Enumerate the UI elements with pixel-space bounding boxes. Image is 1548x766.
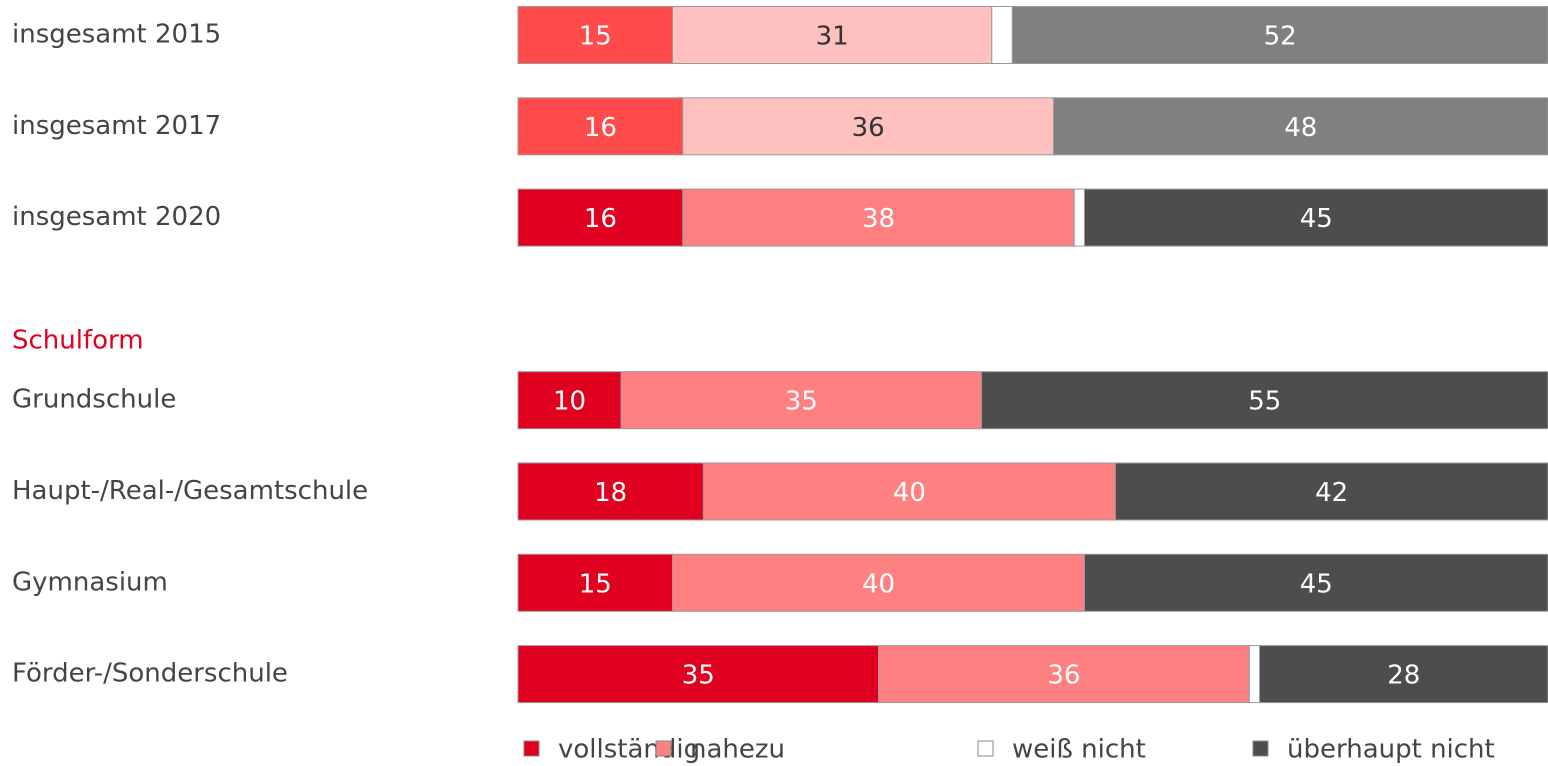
data-label: 35 xyxy=(682,661,715,691)
bar-segment xyxy=(1114,462,1548,521)
data-label: 40 xyxy=(893,478,926,508)
y-tick-label: Haupt-/Real-/Gesamtschule xyxy=(12,476,368,506)
bar-segment xyxy=(517,188,684,247)
data-label: 36 xyxy=(1047,661,1080,691)
bar-segment xyxy=(1011,6,1548,64)
data-label: 42 xyxy=(1315,478,1348,508)
bar-segment xyxy=(517,462,704,521)
data-label: 45 xyxy=(1300,204,1333,234)
bar-segment xyxy=(517,645,879,704)
data-label: 40 xyxy=(862,569,895,599)
legend-label: überhaupt nicht xyxy=(1287,735,1495,765)
data-label: 36 xyxy=(852,113,885,143)
bar-segment xyxy=(517,371,622,430)
bar-segment xyxy=(991,6,1013,64)
bar-segment xyxy=(702,462,1116,521)
y-tick-label: Gymnasium xyxy=(12,567,168,597)
bar-segment xyxy=(1053,97,1548,156)
bar-segment xyxy=(1073,188,1085,247)
bar-segment xyxy=(672,553,1085,612)
data-label: 16 xyxy=(584,204,617,234)
legend-label: weiß nicht xyxy=(1012,735,1146,765)
bar-segment xyxy=(981,371,1548,430)
data-label: 35 xyxy=(785,387,818,417)
legend-swatch xyxy=(655,740,672,757)
data-label: 45 xyxy=(1300,569,1333,599)
bar-segment xyxy=(682,97,1055,156)
bar-segment xyxy=(1248,645,1261,704)
data-label: 48 xyxy=(1284,113,1317,143)
bar-segment xyxy=(1259,645,1548,704)
bar-segment xyxy=(1084,553,1548,612)
bar-segment xyxy=(517,6,673,64)
data-label: 28 xyxy=(1387,661,1420,691)
y-tick-label: insgesamt 2015 xyxy=(12,20,221,50)
bar-segment xyxy=(620,371,982,430)
data-label: 16 xyxy=(584,113,617,143)
bar-segment xyxy=(517,553,673,612)
data-label: 15 xyxy=(579,569,612,599)
bar-segment xyxy=(517,97,684,156)
y-tick-label: Grundschule xyxy=(12,385,176,415)
legend-swatch xyxy=(977,740,994,757)
legend-label: vollständig xyxy=(558,735,700,765)
data-label: 52 xyxy=(1264,22,1297,52)
data-label: 38 xyxy=(862,204,895,234)
data-label: 55 xyxy=(1248,387,1281,417)
bar-segment xyxy=(878,645,1250,704)
bar-segment xyxy=(1084,188,1548,247)
data-label: 18 xyxy=(594,478,627,508)
y-tick-label: insgesamt 2020 xyxy=(12,202,221,232)
legend-swatch xyxy=(523,740,540,757)
group-label: Schulform xyxy=(12,326,144,356)
data-label: 15 xyxy=(579,22,612,52)
y-tick-label: insgesamt 2017 xyxy=(12,111,221,141)
data-label: 10 xyxy=(553,387,586,417)
legend-swatch xyxy=(1252,740,1269,757)
data-label: 31 xyxy=(816,22,849,52)
y-tick-label: Förder-/Sonderschule xyxy=(12,659,288,689)
legend-label: nahezu xyxy=(690,735,785,765)
bar-segment xyxy=(672,6,993,64)
